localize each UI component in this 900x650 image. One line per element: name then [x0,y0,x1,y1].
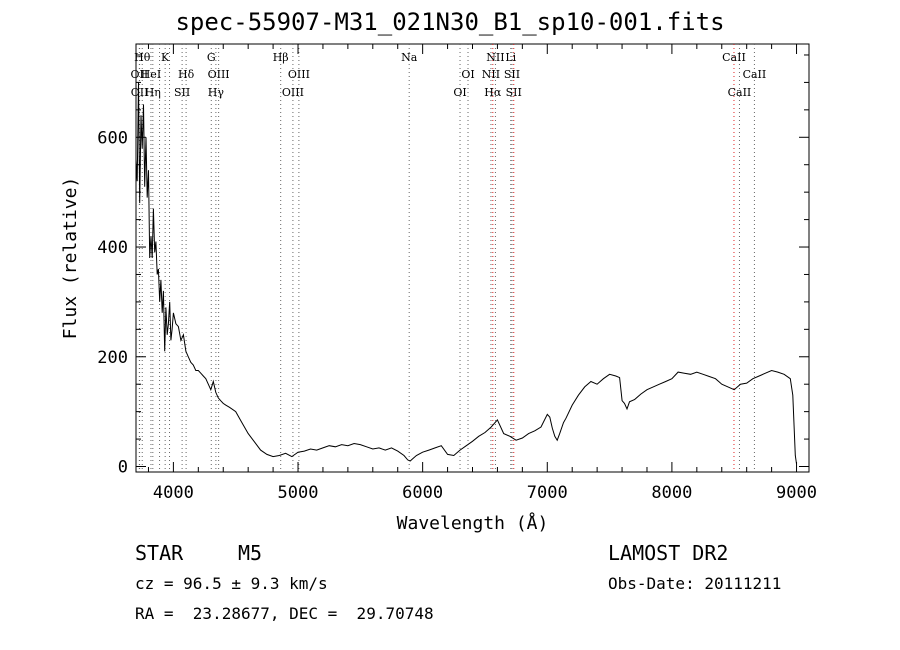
line-label: OII [131,86,149,99]
x-tick-label: 7000 [527,483,568,503]
line-labels: OII OII Hθ HeI Hη K SII Hδ G Hγ OIII Hβ OIII OIII Na OI… [131,51,767,99]
line-label: OIII [282,86,304,99]
line-label: CaII [722,51,746,64]
survey-label: LAMOST DR2 [608,541,729,565]
plot-frame [135,43,810,473]
line-label: Hη [145,86,161,99]
y-tick-label: 0 [118,458,128,478]
line-label: CaII [728,86,752,99]
line-label: CaII [743,68,767,81]
line-label: Hθ [134,51,151,64]
line-label: SII [506,86,522,99]
line-label: G [207,51,216,64]
x-axis-label: Wavelength (Å) [397,512,549,534]
line-label: SII [174,86,190,99]
line-label: HeI [141,68,161,81]
line-label: Hδ [178,68,195,81]
line-label: NII [486,51,504,64]
x-tick-label: 8000 [651,483,692,503]
spectrum-line [135,82,797,464]
line-label: K [161,51,170,64]
line-label: Hγ [208,86,225,99]
line-label: OII [131,68,149,81]
x-tick-label: 9000 [776,483,817,503]
chart-title: spec-55907-M31_021N30_B1_sp10-001.fits [175,8,725,36]
y-axis-label: Flux (relative) [60,177,81,340]
obs-date: Obs-Date: 20111211 [608,574,782,593]
object-class: STAR [135,541,184,565]
line-label: OIII [288,68,310,81]
line-label: SII [504,68,520,81]
y-tick-label: 200 [97,348,128,368]
line-label: NII [482,68,500,81]
object-subclass: M5 [238,541,263,565]
line-label: OI [453,86,466,99]
y-tick-label: 600 [97,128,128,148]
line-label: Li [505,51,516,64]
line-label: OIII [208,68,230,81]
redshift-cz: cz = 96.5 ± 9.3 km/s [135,574,328,593]
line-label: Hα [484,86,502,99]
x-tick-label: 5000 [278,483,319,503]
line-label: Na [401,51,418,64]
line-label: OI [461,68,474,81]
coordinates: RA = 23.28677, DEC = 29.70748 [135,604,434,623]
x-tick-label: 6000 [402,483,443,503]
line-label: Hβ [273,51,289,64]
x-tick-label: 4000 [153,483,194,503]
y-tick-label: 400 [97,238,128,258]
